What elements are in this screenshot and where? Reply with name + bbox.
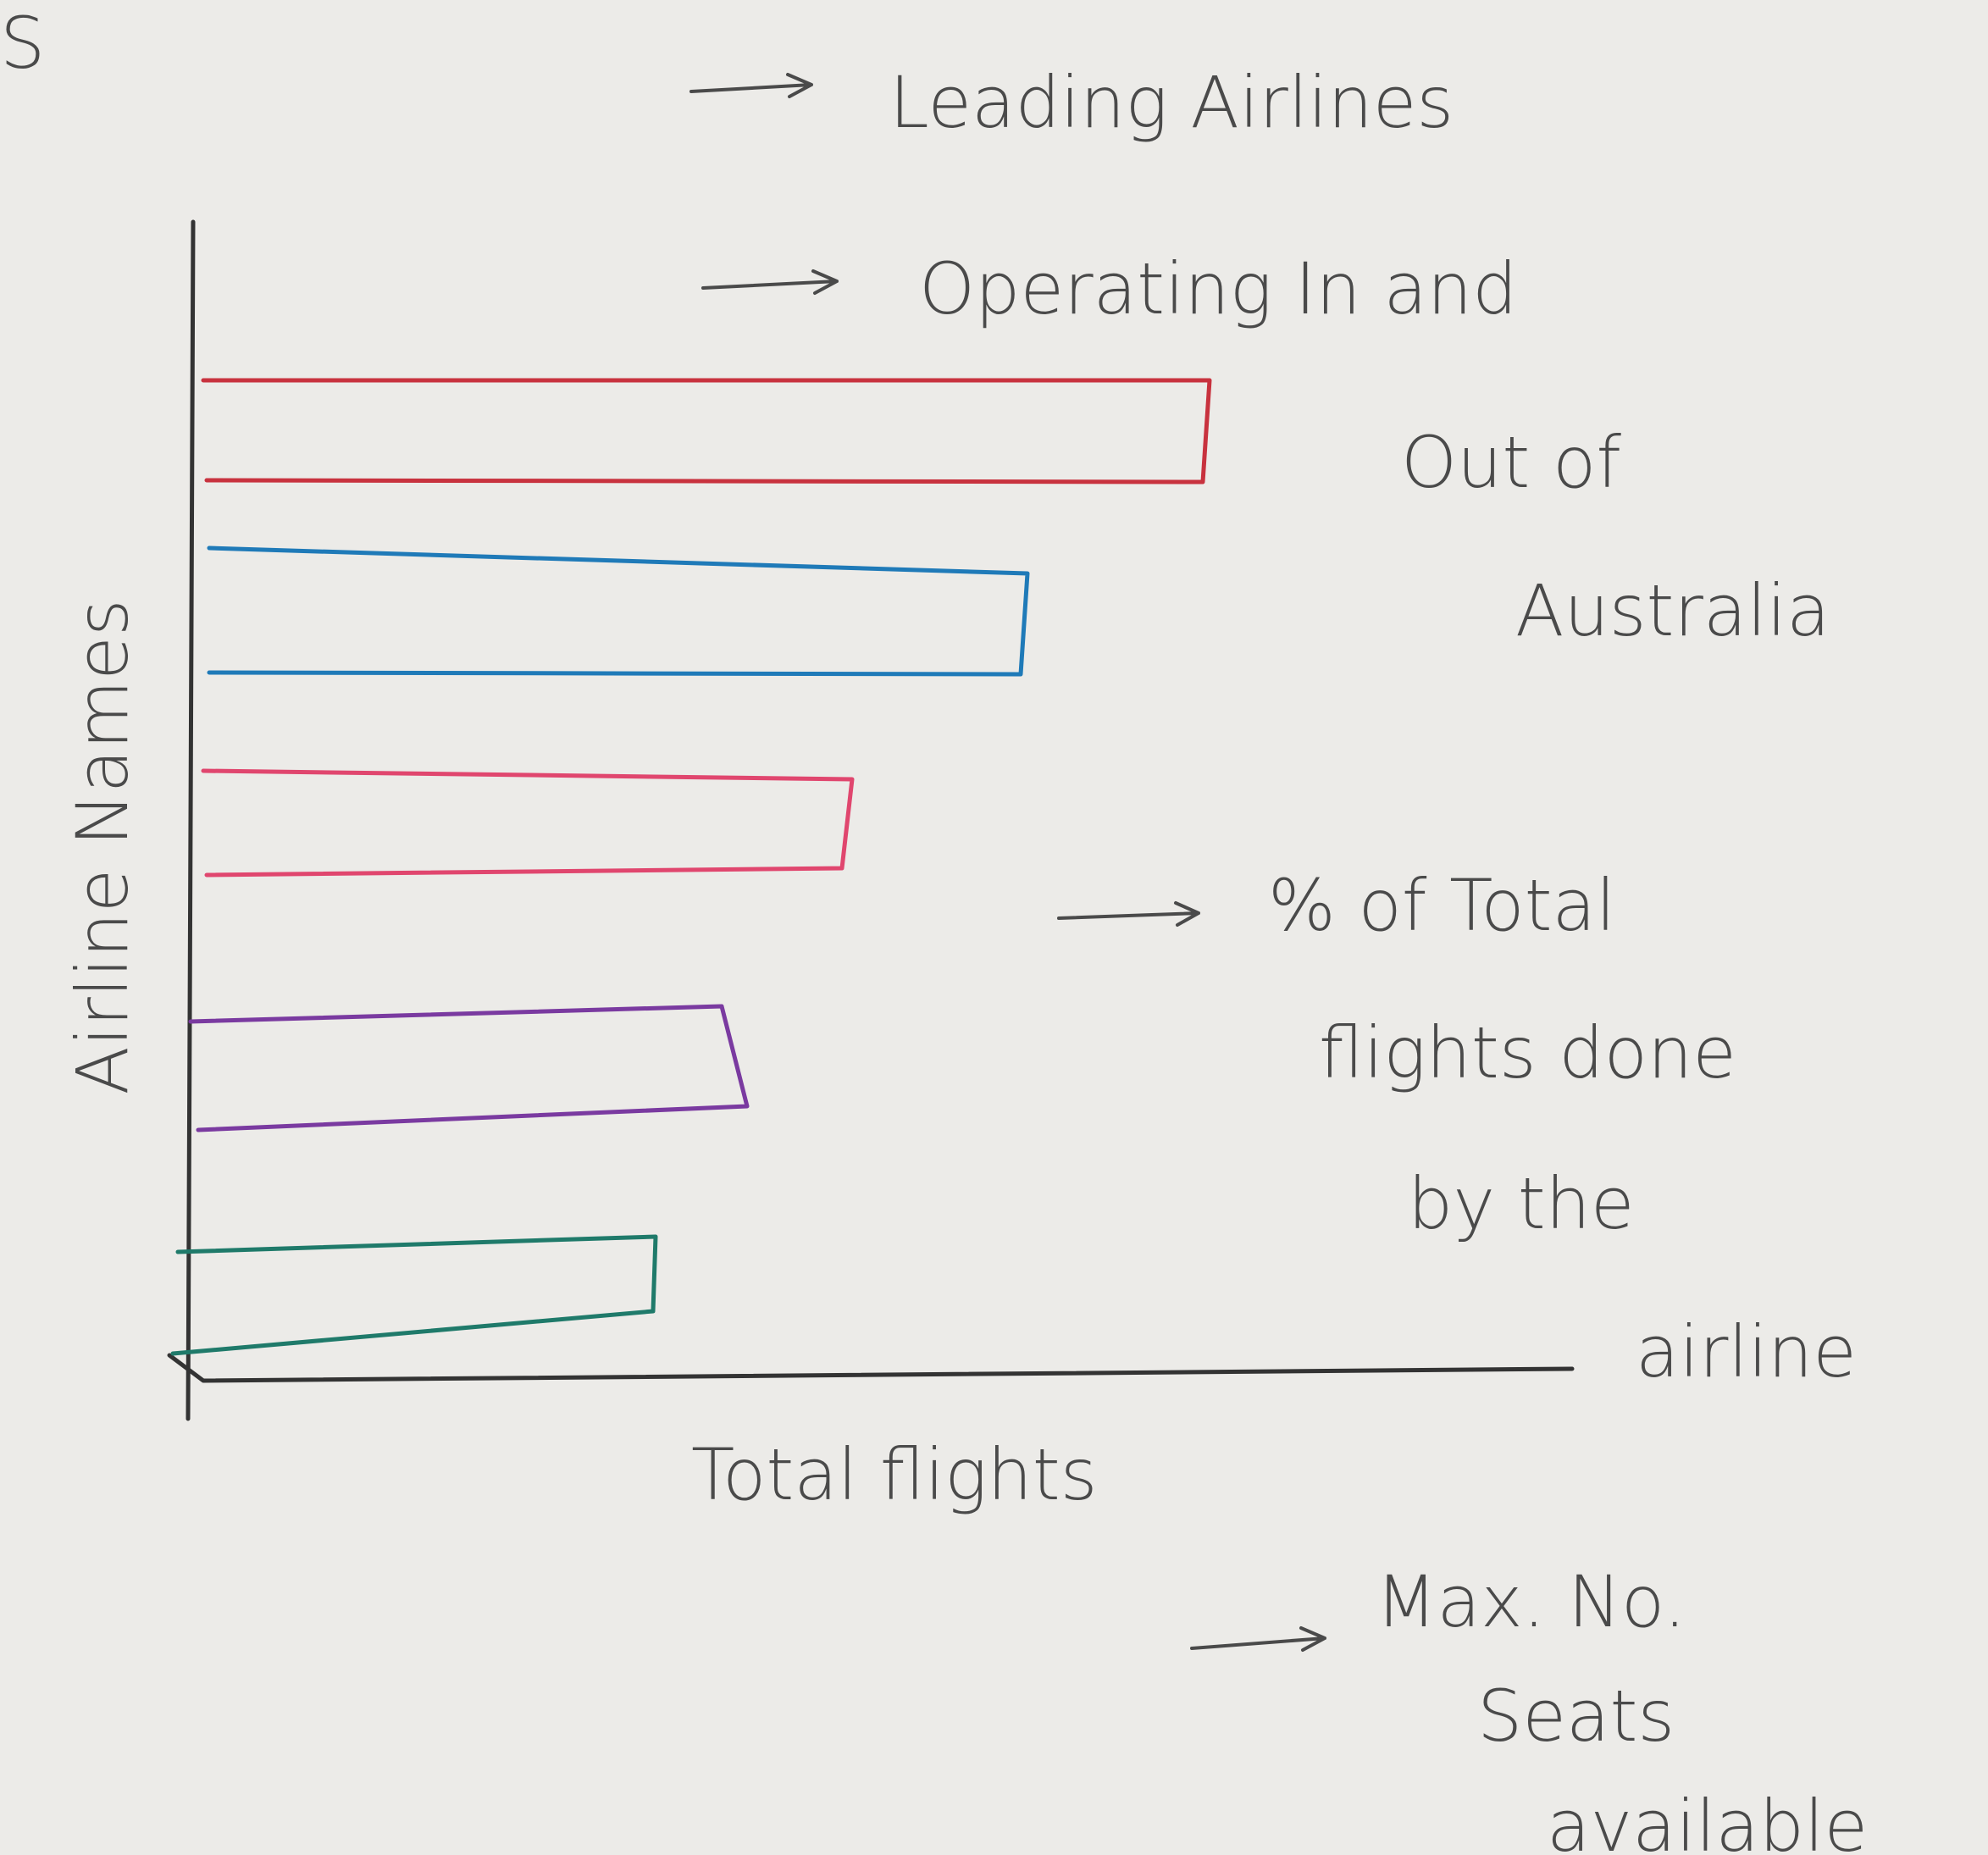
- arrow: [701, 269, 839, 295]
- x-axis-label: Total flights: [691, 1433, 1097, 1516]
- corner-fragment: S: [0, 2, 45, 85]
- bar: [170, 1234, 658, 1356]
- arrow: [689, 73, 813, 98]
- note-line: Max. No.: [1376, 1560, 1686, 1643]
- bar: [188, 1004, 750, 1132]
- note-line: airline: [1636, 1310, 1857, 1393]
- note-line: Leading Airlines: [889, 61, 1454, 144]
- y-axis: [186, 219, 196, 1421]
- note: Operating In and Out of Australia: [919, 247, 1830, 652]
- bar: [201, 378, 1212, 485]
- note-line: % of Total: [1268, 864, 1615, 947]
- arrow: [1190, 1626, 1326, 1652]
- x-axis: [167, 1353, 1575, 1383]
- note-line: Out of: [1401, 421, 1621, 504]
- bars: [170, 378, 1212, 1356]
- note-line: flights done: [1319, 1011, 1736, 1094]
- bar: [207, 545, 1030, 677]
- note-line: by the: [1408, 1162, 1635, 1245]
- axes: [167, 219, 1575, 1421]
- arrow: [1057, 901, 1200, 927]
- note: Max. No. Seats available: [1376, 1560, 1868, 1855]
- bar: [201, 768, 855, 878]
- note: Leading Airlines: [889, 61, 1454, 144]
- note-line: Australia: [1515, 569, 1830, 652]
- note-line: available: [1547, 1785, 1868, 1855]
- note-line: Operating In and: [919, 247, 1518, 330]
- y-axis-label: Airline Names: [61, 599, 144, 1094]
- note-line: Seats: [1477, 1675, 1675, 1758]
- note: % of Total flights done by the airline: [1268, 864, 1857, 1393]
- arrows: [689, 73, 1326, 1652]
